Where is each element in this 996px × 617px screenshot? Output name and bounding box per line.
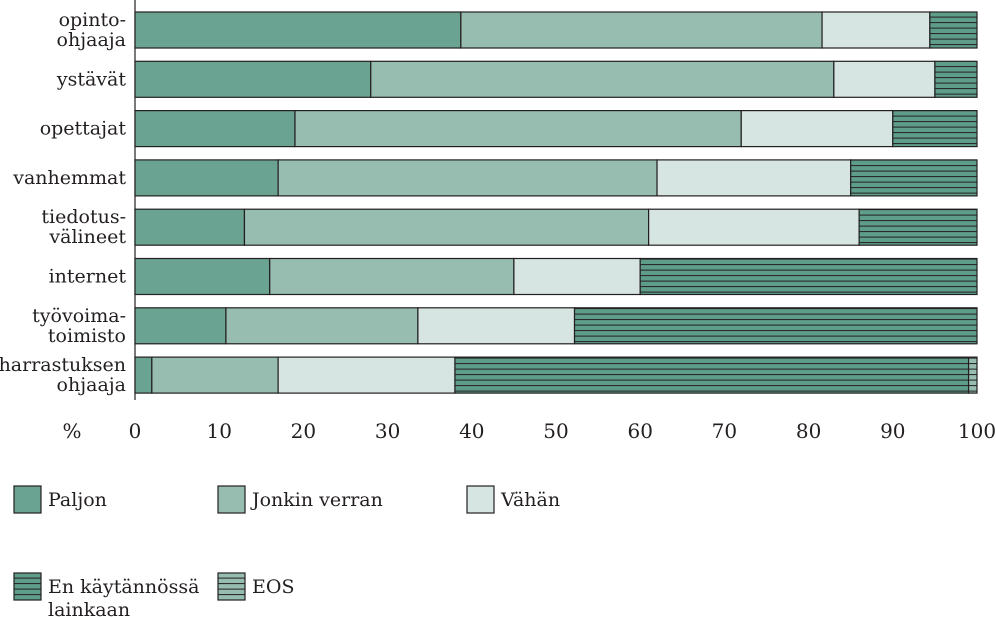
x-tick-90: 90 — [880, 419, 905, 443]
bar-internet-en-käytännössä-lainkaan — [639, 257, 978, 296]
bar-opettajat-en-käytännössä-lainkaan — [892, 109, 978, 148]
legend-swatch-vähän — [466, 485, 495, 514]
category-label-harrastuksenohjaaja: harrastuksen ohjaaja — [0, 354, 126, 396]
bar-opinto-ohjaaja-vähän — [821, 11, 931, 49]
category-label-tiedotus-välineet: tiedotus-välineet — [41, 206, 126, 248]
x-tick-0: 0 — [129, 419, 142, 443]
legend: Paljon Jonkin verran Vähän En käytännössä la… — [13, 485, 560, 617]
bar-ystävät-jonkin-verran — [370, 60, 835, 98]
x-tick-10: 10 — [206, 419, 231, 443]
x-tick-labels-group: 0 10 20 30 40 50 60 70 80 90 100 — [129, 419, 996, 443]
bar-vanhemmat-en-käytännössä-lainkaan — [850, 159, 978, 197]
x-unit-label: % — [62, 419, 81, 443]
bar-harrastuksenohjaaja-jonkin-verran — [151, 356, 279, 394]
bar-opettajat-vähän — [740, 109, 894, 148]
legend-swatch-en-käytännössä-lainkaan — [13, 572, 42, 601]
x-tick-50: 50 — [543, 419, 568, 443]
bar-opinto-ohjaaja-paljon — [134, 11, 462, 49]
x-tick-80: 80 — [796, 419, 821, 443]
bar-tiedotus-välineet-paljon — [134, 208, 246, 246]
bar-harrastuksenohjaaja-vähän — [277, 356, 456, 394]
category-label-työvoima-toimisto: työvoima-toimisto — [32, 305, 126, 347]
bar-tiedotus-välineet-vähän — [648, 208, 860, 246]
bar-harrastuksenohjaaja-en-käytännössä-lainkaan — [454, 356, 970, 394]
bar-harrastuksenohjaaja-paljon — [134, 356, 153, 394]
category-label-vanhemmat: vanhemmat — [12, 167, 126, 189]
bar-ystävät-vähän — [833, 60, 936, 98]
legend-label-en-käytännössä-lainkaan: En käytännössä lainkaan — [48, 576, 199, 617]
category-label-ystävät: ystävät — [56, 68, 127, 90]
legend-label-vähän: Vähän — [500, 489, 560, 511]
bar-työvoima-toimisto-paljon — [134, 307, 227, 345]
legend-label-jonkin-verran: Jonkin verran — [250, 489, 383, 511]
bar-opinto-ohjaaja-jonkin-verran — [460, 11, 823, 49]
bar-internet-jonkin-verran — [269, 257, 515, 296]
legend-label-paljon: Paljon — [48, 489, 107, 511]
bar-opettajat-paljon — [134, 109, 296, 148]
bar-harrastuksenohjaaja-eos — [967, 356, 978, 394]
category-label-opettajat: opettajat — [40, 118, 127, 140]
x-tick-30: 30 — [375, 419, 400, 443]
legend-swatch-paljon — [13, 485, 42, 514]
bar-tiedotus-välineet-jonkin-verran — [243, 208, 650, 246]
bar-vanhemmat-jonkin-verran — [277, 159, 658, 197]
bar-internet-paljon — [134, 257, 271, 296]
bar-vanhemmat-vähän — [656, 159, 852, 197]
bar-ystävät-paljon — [134, 60, 372, 98]
bars-group — [134, 11, 978, 394]
category-labels-group: opinto-ohjaaja ystävät opettajat vanhemmat t… — [0, 9, 126, 396]
x-tick-20: 20 — [291, 419, 316, 443]
x-tick-70: 70 — [712, 419, 737, 443]
x-tick-40: 40 — [459, 419, 484, 443]
x-tick-100: 100 — [958, 419, 996, 443]
category-label-internet: internet — [49, 266, 127, 288]
legend-swatch-jonkin-verran — [217, 485, 246, 514]
bar-työvoima-toimisto-jonkin-verran — [225, 307, 419, 345]
bar-opinto-ohjaaja-en-käytännössä-lainkaan — [929, 11, 978, 49]
x-tick-60: 60 — [627, 419, 652, 443]
bar-työvoima-toimisto-en-käytännössä-lainkaan — [573, 307, 978, 345]
bar-opettajat-jonkin-verran — [294, 109, 742, 148]
bar-työvoima-toimisto-vähän — [417, 307, 576, 345]
legend-label-eos: EOS — [252, 576, 294, 598]
bar-tiedotus-välineet-en-käytännössä-lainkaan — [858, 208, 978, 246]
category-label-opinto-ohjaaja: opinto-ohjaaja — [57, 9, 126, 51]
bar-internet-vähän — [513, 257, 641, 296]
legend-swatch-eos — [217, 572, 246, 601]
bar-vanhemmat-paljon — [134, 159, 279, 197]
bar-ystävät-en-käytännössä-lainkaan — [934, 60, 978, 98]
